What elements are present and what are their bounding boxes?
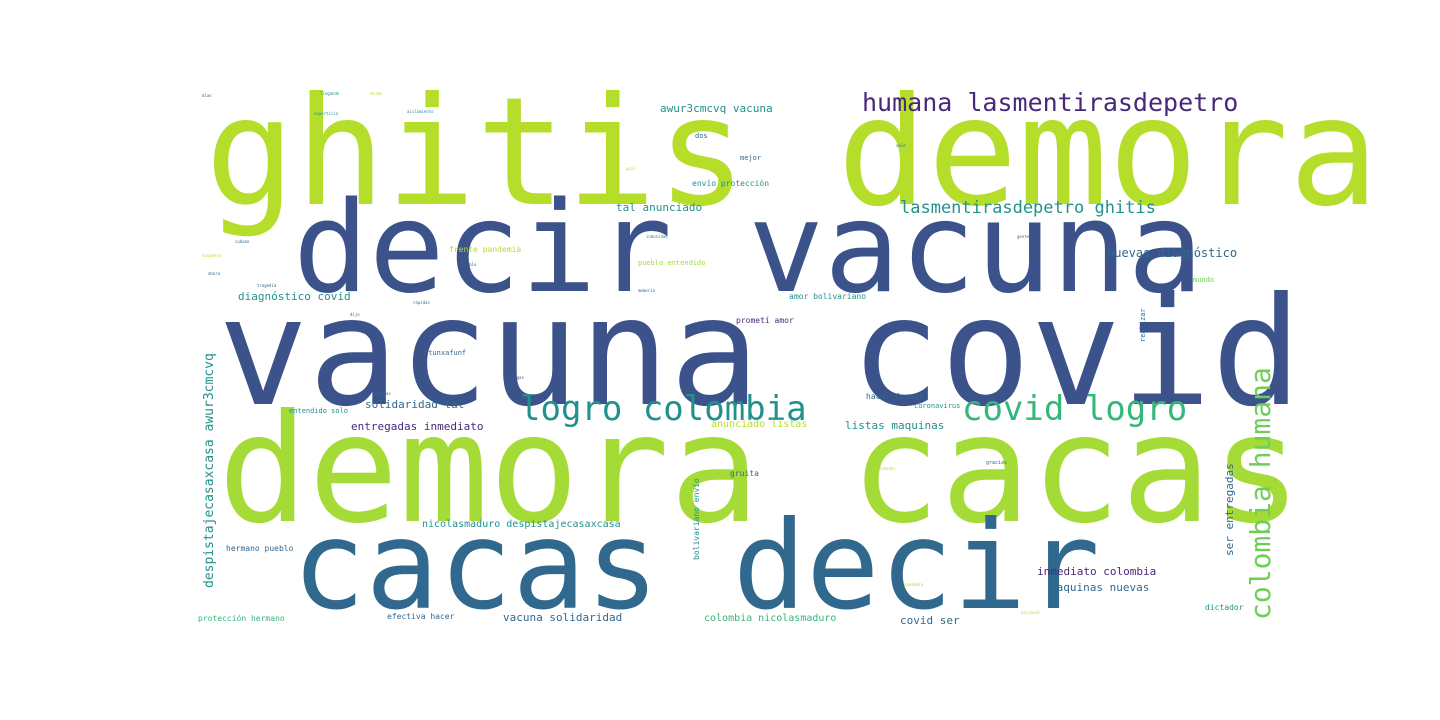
- word: pruebas: [374, 391, 391, 396]
- word: rápidas: [413, 300, 430, 305]
- word: decir vacuna: [293, 174, 1204, 321]
- word: pueblo entendido: [638, 259, 706, 267]
- word: cubano: [235, 239, 250, 244]
- word: mismo: [370, 91, 383, 96]
- word: amor bolivariano: [789, 292, 867, 301]
- word: colegas: [507, 375, 524, 380]
- word: vacuna solidaridad: [503, 611, 623, 624]
- word: mundo: [1193, 276, 1215, 284]
- word: experticia: [314, 111, 339, 116]
- word: diagnóstico covid: [238, 290, 351, 303]
- word: memoria: [638, 288, 655, 293]
- word: dos: [695, 132, 708, 140]
- word: inmediato colombia: [1037, 565, 1157, 578]
- word: dijo: [350, 312, 360, 317]
- word: aislamiento: [407, 109, 434, 114]
- word: pandemia: [904, 582, 924, 587]
- word: inmunidad: [646, 234, 668, 239]
- word: ser entregadas: [1223, 463, 1236, 556]
- word: covid logro: [962, 389, 1188, 429]
- word: humana lasmentirasdepetro: [862, 88, 1239, 117]
- word: dictador: [1205, 603, 1244, 612]
- word: vale: [896, 143, 906, 148]
- word: hacer frente: [866, 392, 924, 401]
- word: frente pandemia: [449, 245, 522, 254]
- word: despistajecasaxcasa awur3cmcvq: [202, 353, 217, 588]
- word: bolivariano envío: [692, 478, 701, 560]
- word: covid ser: [900, 614, 960, 627]
- word: suspenso: [202, 253, 222, 258]
- word: mejor: [740, 154, 762, 162]
- word: entendido solo: [289, 407, 349, 415]
- word: nacional: [1021, 610, 1041, 615]
- word: país: [626, 166, 636, 171]
- word: vacuna covid: [218, 266, 1302, 440]
- word: entregadas inmediato: [351, 420, 484, 433]
- word: colombia humana: [1244, 367, 1277, 620]
- word: tal anunciado: [616, 201, 703, 214]
- word: anunciado listas: [711, 419, 808, 430]
- word: logro colombia: [520, 389, 807, 429]
- word: hermano pueblo: [226, 544, 294, 553]
- word: nuevas diagnóstico: [1107, 246, 1238, 260]
- word: envío protección: [692, 179, 770, 188]
- word: gruita: [730, 469, 759, 478]
- word: ghitis demora: [205, 66, 1379, 240]
- word: prometí amor: [736, 316, 794, 325]
- word: htunxafunf: [424, 349, 467, 357]
- word: cacas decir: [292, 495, 1100, 637]
- word: gracias: [986, 460, 1008, 466]
- word: efectiva hacer: [387, 612, 455, 621]
- word: protección hermano: [198, 614, 285, 623]
- word: realizar: [1139, 308, 1147, 342]
- word: listas maquinas: [845, 419, 945, 432]
- word: tragedia: [257, 283, 277, 288]
- word: solidaridad tal: [365, 398, 465, 411]
- word: demora cacas: [218, 383, 1302, 557]
- word: nicolasmaduro despistajecasaxcasa: [422, 519, 621, 530]
- word: lasmentirasdepetro ghitis: [900, 198, 1156, 218]
- word: ahora: [208, 271, 221, 276]
- word: vacunados: [874, 466, 896, 471]
- word: llegando: [320, 91, 340, 96]
- word: solo: [332, 398, 342, 403]
- word: dias: [202, 93, 212, 98]
- word: awur3cmcvq vacuna: [660, 102, 773, 115]
- word: colombia nicolasmaduro: [704, 613, 837, 624]
- word: maquinas nuevas: [1050, 581, 1150, 594]
- word: pueblo: [462, 262, 477, 267]
- word: coronavirus: [914, 402, 961, 410]
- word: gente: [1017, 234, 1030, 239]
